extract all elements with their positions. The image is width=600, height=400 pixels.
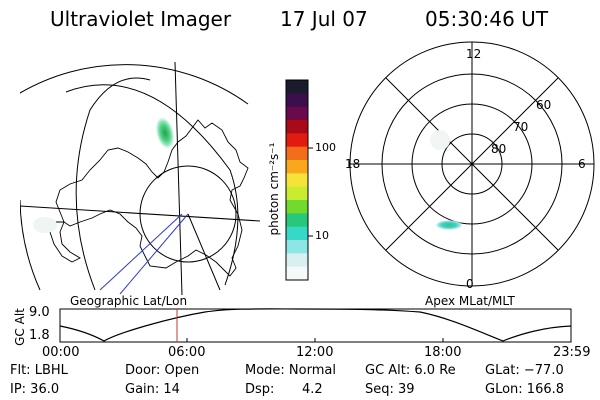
- track-line-b: [119, 213, 189, 295]
- colorbar-band: [286, 173, 308, 188]
- colorbar-frame: [285, 79, 309, 281]
- gc-alt-value: GC Alt: 6.0 Re: [365, 363, 456, 378]
- ip-value: IP: 36.0: [10, 382, 60, 397]
- geographic-map: [20, 61, 260, 295]
- aurora-haze-mlt: [430, 130, 450, 150]
- colorbar-band: [286, 120, 308, 134]
- altitude-plot: [59, 308, 572, 343]
- latitude-arc-middle: [65, 84, 239, 286]
- colorbar-tick-label-10: 10: [315, 229, 329, 242]
- colorbar-band: [286, 106, 308, 121]
- track-line-a: [99, 213, 183, 291]
- altitude-ytick-9: 9.0: [29, 305, 50, 320]
- colorbar-band: [286, 200, 308, 214]
- mlt-label-0: 0: [466, 277, 474, 291]
- colorbar-band: [286, 253, 308, 268]
- mlat-label-80: 80: [491, 142, 507, 156]
- seq-value: Seq: 39: [365, 382, 415, 397]
- mlt-label-6: 6: [578, 157, 586, 171]
- meridian-line-2: [174, 61, 183, 295]
- dsp-label: Dsp:: [245, 382, 275, 397]
- mlat-label-60: 60: [536, 98, 552, 112]
- filter-value: Flt: LBHL: [10, 363, 68, 378]
- x-tick-label-1800: 18:00: [424, 345, 462, 360]
- mlat-label-70: 70: [513, 120, 529, 134]
- app-title: Ultraviolet Imager: [50, 7, 232, 31]
- glat-value: GLat: −77.0: [485, 363, 564, 378]
- mlt-line-diag-2: [385, 77, 559, 251]
- dsp-value: 4.2: [302, 382, 323, 397]
- geographic-panel-label: Geographic Lat/Lon: [70, 294, 188, 308]
- aurora-haze-geo: [33, 217, 57, 233]
- colorbar-band: [286, 213, 308, 228]
- door-status: Door: Open: [125, 363, 200, 378]
- apex-panel-label: Apex MLat/MLT: [425, 294, 515, 308]
- mlt-label-18: 18: [345, 157, 361, 171]
- aurora-spot-mlt: [435, 220, 463, 230]
- mode-value: Mode: Normal: [245, 363, 336, 378]
- date-label: 17 Jul 07: [280, 7, 368, 31]
- colorbar-band: [286, 160, 308, 174]
- gain-value: Gain: 14: [125, 382, 180, 397]
- meridian-line-3: [187, 213, 221, 291]
- colorbar-tick-label-100: 100: [315, 141, 336, 154]
- outer-latitude-arc: [20, 64, 249, 105]
- colorbar-band: [286, 146, 308, 161]
- mlt-dial: [349, 41, 595, 287]
- aurora-spot-geo: [155, 116, 175, 150]
- altitude-ylabel: GC Alt: [13, 308, 27, 346]
- x-tick-label-1200: 12:00: [296, 345, 334, 360]
- colorbar-band: [286, 133, 308, 148]
- meridian-line: [20, 205, 260, 222]
- time-label: 05:30:46 UT: [425, 7, 549, 31]
- altitude-ytick-1-8: 1.8: [29, 328, 50, 343]
- colorbar-band: [286, 226, 308, 241]
- outer-latitude-arc-lower: [20, 199, 41, 291]
- longitude-arc-left: [75, 77, 151, 291]
- glon-value: GLon: 166.8: [485, 382, 565, 397]
- colorbar-band: [286, 240, 308, 254]
- colorbar-band: [286, 186, 308, 201]
- x-tick-label-0000: 00:00: [42, 345, 80, 360]
- colorbar-band: [286, 80, 308, 94]
- colorbar-band: [286, 266, 308, 281]
- x-tick-label-2359: 23:59: [553, 345, 591, 360]
- colorbar-band: [286, 93, 308, 108]
- altitude-curve: [59, 308, 572, 342]
- colorbar-unit-label: photon cm⁻²s⁻¹: [267, 142, 281, 236]
- colorbar: [285, 79, 313, 281]
- mlt-label-12: 12: [466, 47, 482, 61]
- x-tick-label-0600: 06:00: [168, 345, 206, 360]
- coastline: [55, 119, 249, 277]
